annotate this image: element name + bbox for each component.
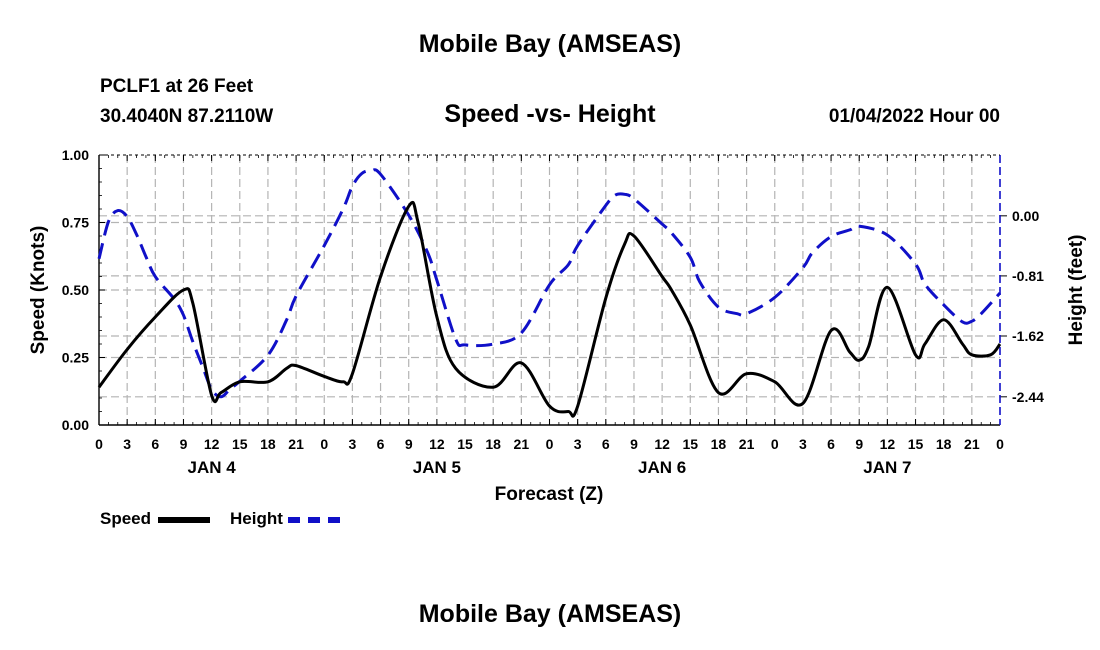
chart-title: Speed -vs- Height: [444, 100, 656, 128]
x-tick-label: 18: [936, 436, 952, 452]
x-tick-label: 12: [204, 436, 220, 452]
day-label: JAN 7: [863, 458, 911, 477]
x-tick-label: 12: [429, 436, 445, 452]
day-label: JAN 5: [413, 458, 461, 477]
y-tick-label: 1.00: [62, 147, 89, 163]
x-tick-label: 15: [232, 436, 248, 452]
y2-tick-label: -2.44: [1012, 389, 1044, 405]
series-layer: [97, 168, 1002, 418]
x-tick-label: 6: [377, 436, 385, 452]
day-label: JAN 4: [188, 458, 237, 477]
x-tick-label: 0: [95, 436, 103, 452]
x-tick-label: 3: [123, 436, 131, 452]
x-tick-label: 9: [405, 436, 413, 452]
x-tick-label: 21: [514, 436, 530, 452]
x-tick-label: 3: [574, 436, 582, 452]
x-tick-label: 12: [880, 436, 896, 452]
x-axis-label: Forecast (Z): [495, 484, 604, 505]
x-tick-label: 21: [288, 436, 304, 452]
x-tick-label: 15: [908, 436, 924, 452]
y-tick-label: 0.00: [62, 417, 89, 433]
x-tick-label: 9: [630, 436, 638, 452]
x-tick-label: 18: [485, 436, 501, 452]
coordinates-label: 30.4040N 87.2110W: [100, 106, 274, 127]
x-tick-label: 0: [996, 436, 1004, 452]
x-tick-label: 18: [711, 436, 727, 452]
legend-height-swatch: [287, 516, 340, 523]
x-tick-label: 3: [349, 436, 357, 452]
x-tick-label: 9: [855, 436, 863, 452]
x-tick-label: 9: [180, 436, 188, 452]
x-tick-label: 12: [654, 436, 670, 452]
y2-tick-label: 0.00: [1012, 208, 1039, 224]
legend-speed-swatch: [157, 516, 210, 523]
y2-axis-label: Height (feet): [1066, 235, 1087, 346]
page-title-repeat: Mobile Bay (AMSEAS): [418, 600, 682, 628]
x-tick-label: 15: [457, 436, 473, 452]
y-axis-label: Speed (Knots): [28, 226, 49, 355]
legend-height-label: Height: [230, 509, 283, 528]
height-series-line: [97, 168, 1002, 399]
axes-layer: 0 3 6 9 12 15 18 21 0 3 6 9 12 15 18 21 0 3 6 9 12 15 18 21 0 3 6 9…: [62, 147, 1044, 477]
x-tick-label: 18: [260, 436, 276, 452]
x-tick-label: 0: [320, 436, 328, 452]
y-tick-label: 0.25: [62, 350, 89, 366]
y2-tick-label: -1.62: [1012, 328, 1044, 344]
x-tick-label: 6: [827, 436, 835, 452]
grid-layer: [99, 155, 1000, 425]
y2-tick-label: -0.81: [1012, 268, 1044, 284]
page-title: Mobile Bay (AMSEAS): [418, 30, 682, 58]
x-tick-label: 6: [151, 436, 159, 452]
legend-speed: Speed: [100, 509, 210, 529]
station-label: PCLF1 at 26 Feet: [100, 76, 254, 97]
x-tick-label: 21: [739, 436, 755, 452]
x-tick-label: 15: [682, 436, 698, 452]
legend-speed-label: Speed: [100, 509, 152, 528]
y-tick-label: 0.75: [62, 215, 89, 231]
legend-height: Height: [230, 509, 340, 529]
x-tick-label: 6: [602, 436, 610, 452]
x-tick-label: 0: [771, 436, 779, 452]
x-tick-label: 21: [964, 436, 980, 452]
forecast-datetime: 01/04/2022 Hour 00: [828, 106, 1000, 127]
y-tick-label: 0.50: [62, 282, 89, 298]
x-tick-label: 0: [546, 436, 554, 452]
speed-series-line: [97, 200, 1002, 418]
day-label: JAN 6: [638, 458, 686, 477]
x-tick-label: 3: [799, 436, 807, 452]
